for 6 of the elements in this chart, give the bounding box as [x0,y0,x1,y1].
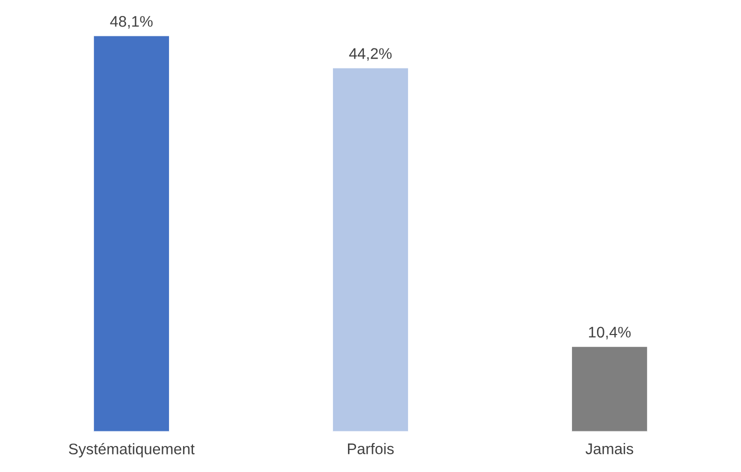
x-tick-label: Systématiquement [68,442,195,458]
data-label: 48,1% [110,16,153,29]
x-tick-label: Parfois [348,442,394,454]
x-tick-label: Jamais [586,442,634,454]
data-label: 10,4% [589,326,631,340]
data-label: 44,2% [349,48,392,61]
